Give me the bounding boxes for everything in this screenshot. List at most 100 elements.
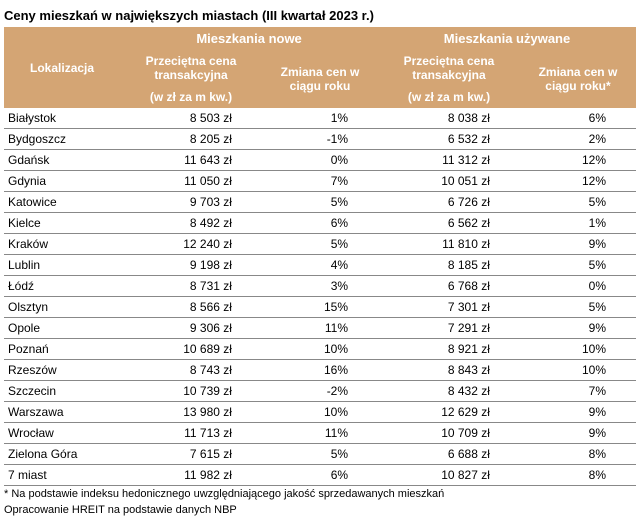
- table-row: Opole9 306 zł11%7 291 zł9%: [4, 318, 636, 339]
- cell-used-price: 8 038 zł: [378, 108, 520, 129]
- cell-new-price: 11 643 zł: [120, 150, 262, 171]
- cell-used-change: 9%: [520, 234, 636, 255]
- cell-used-price: 10 051 zł: [378, 171, 520, 192]
- cell-used-price: 6 768 zł: [378, 276, 520, 297]
- cell-used-change: 0%: [520, 276, 636, 297]
- cell-used-change: 10%: [520, 360, 636, 381]
- cell-city: Lublin: [4, 255, 120, 276]
- cell-new-change: 10%: [262, 402, 378, 423]
- cell-new-price: 11 713 zł: [120, 423, 262, 444]
- cell-used-change: 6%: [520, 108, 636, 129]
- cell-new-change: 5%: [262, 234, 378, 255]
- table-row: Bydgoszcz8 205 zł-1%6 532 zł2%: [4, 129, 636, 150]
- cell-new-price: 8 731 zł: [120, 276, 262, 297]
- cell-city: 7 miast: [4, 465, 120, 486]
- cell-new-change: 11%: [262, 423, 378, 444]
- cell-new-change: 15%: [262, 297, 378, 318]
- cell-city: Olsztyn: [4, 297, 120, 318]
- price-table: Lokalizacja Mieszkania nowe Mieszkania u…: [4, 27, 636, 486]
- cell-new-change: -1%: [262, 129, 378, 150]
- cell-city: Opole: [4, 318, 120, 339]
- cell-used-price: 11 810 zł: [378, 234, 520, 255]
- cell-new-change: 4%: [262, 255, 378, 276]
- cell-used-price: 8 843 zł: [378, 360, 520, 381]
- cell-city: Wrocław: [4, 423, 120, 444]
- cell-new-price: 8 205 zł: [120, 129, 262, 150]
- table-row: Wrocław11 713 zł11%10 709 zł9%: [4, 423, 636, 444]
- cell-new-change: 5%: [262, 192, 378, 213]
- header-new-price: Przeciętna cena transakcyjna: [120, 50, 262, 86]
- table-row: Gdańsk11 643 zł0%11 312 zł12%: [4, 150, 636, 171]
- footnote-2: Opracowanie HREIT na podstawie danych NB…: [4, 502, 636, 518]
- cell-used-price: 6 562 zł: [378, 213, 520, 234]
- cell-used-price: 6 688 zł: [378, 444, 520, 465]
- table-row: Zielona Góra7 615 zł5%6 688 zł8%: [4, 444, 636, 465]
- cell-used-price: 7 301 zł: [378, 297, 520, 318]
- cell-used-price: 6 532 zł: [378, 129, 520, 150]
- cell-used-price: 12 629 zł: [378, 402, 520, 423]
- cell-new-price: 9 306 zł: [120, 318, 262, 339]
- cell-city: Rzeszów: [4, 360, 120, 381]
- table-row: Poznań10 689 zł10%8 921 zł10%: [4, 339, 636, 360]
- cell-used-change: 5%: [520, 297, 636, 318]
- header-used-change: Zmiana cen w ciągu roku*: [520, 50, 636, 108]
- cell-used-change: 9%: [520, 423, 636, 444]
- table-row: Łódź8 731 zł3%6 768 zł0%: [4, 276, 636, 297]
- header-group-new: Mieszkania nowe: [120, 27, 378, 50]
- cell-city: Poznań: [4, 339, 120, 360]
- cell-used-change: 5%: [520, 192, 636, 213]
- cell-city: Kielce: [4, 213, 120, 234]
- cell-new-price: 12 240 zł: [120, 234, 262, 255]
- table-row: Rzeszów8 743 zł16%8 843 zł10%: [4, 360, 636, 381]
- cell-used-price: 11 312 zł: [378, 150, 520, 171]
- table-row: Katowice9 703 zł5%6 726 zł5%: [4, 192, 636, 213]
- cell-new-price: 8 743 zł: [120, 360, 262, 381]
- cell-used-price: 8 921 zł: [378, 339, 520, 360]
- cell-new-price: 8 492 zł: [120, 213, 262, 234]
- cell-new-change: 7%: [262, 171, 378, 192]
- cell-city: Białystok: [4, 108, 120, 129]
- cell-new-price: 13 980 zł: [120, 402, 262, 423]
- cell-new-change: 6%: [262, 213, 378, 234]
- cell-new-price: 9 703 zł: [120, 192, 262, 213]
- cell-city: Szczecin: [4, 381, 120, 402]
- cell-city: Warszawa: [4, 402, 120, 423]
- cell-new-price: 10 689 zł: [120, 339, 262, 360]
- cell-used-price: 7 291 zł: [378, 318, 520, 339]
- cell-city: Kraków: [4, 234, 120, 255]
- header-used-price-unit: (w zł za m kw.): [378, 86, 520, 108]
- cell-used-price: 10 827 zł: [378, 465, 520, 486]
- cell-used-change: 9%: [520, 318, 636, 339]
- cell-used-price: 8 185 zł: [378, 255, 520, 276]
- cell-new-price: 8 566 zł: [120, 297, 262, 318]
- cell-new-change: 11%: [262, 318, 378, 339]
- cell-used-change: 5%: [520, 255, 636, 276]
- cell-used-change: 1%: [520, 213, 636, 234]
- table-row: Szczecin10 739 zł-2%8 432 zł7%: [4, 381, 636, 402]
- cell-city: Katowice: [4, 192, 120, 213]
- cell-new-change: 6%: [262, 465, 378, 486]
- cell-new-change: 0%: [262, 150, 378, 171]
- cell-new-change: 16%: [262, 360, 378, 381]
- cell-used-change: 10%: [520, 339, 636, 360]
- cell-city: Gdańsk: [4, 150, 120, 171]
- cell-city: Łódź: [4, 276, 120, 297]
- table-row: Kraków12 240 zł5%11 810 zł9%: [4, 234, 636, 255]
- cell-city: Zielona Góra: [4, 444, 120, 465]
- cell-new-price: 9 198 zł: [120, 255, 262, 276]
- table-row: Warszawa13 980 zł10%12 629 zł9%: [4, 402, 636, 423]
- table-row: Kielce8 492 zł6%6 562 zł1%: [4, 213, 636, 234]
- table-row: Lublin9 198 zł4%8 185 zł5%: [4, 255, 636, 276]
- cell-new-price: 11 050 zł: [120, 171, 262, 192]
- cell-new-change: 10%: [262, 339, 378, 360]
- cell-used-change: 7%: [520, 381, 636, 402]
- cell-new-price: 10 739 zł: [120, 381, 262, 402]
- cell-used-change: 12%: [520, 150, 636, 171]
- table-title: Ceny mieszkań w największych miastach (I…: [4, 4, 636, 27]
- cell-used-change: 9%: [520, 402, 636, 423]
- table-body: Białystok8 503 zł1%8 038 zł6%Bydgoszcz8 …: [4, 108, 636, 486]
- cell-used-change: 8%: [520, 444, 636, 465]
- table-row: Olsztyn8 566 zł15%7 301 zł5%: [4, 297, 636, 318]
- table-row: Gdynia11 050 zł7%10 051 zł12%: [4, 171, 636, 192]
- cell-used-change: 8%: [520, 465, 636, 486]
